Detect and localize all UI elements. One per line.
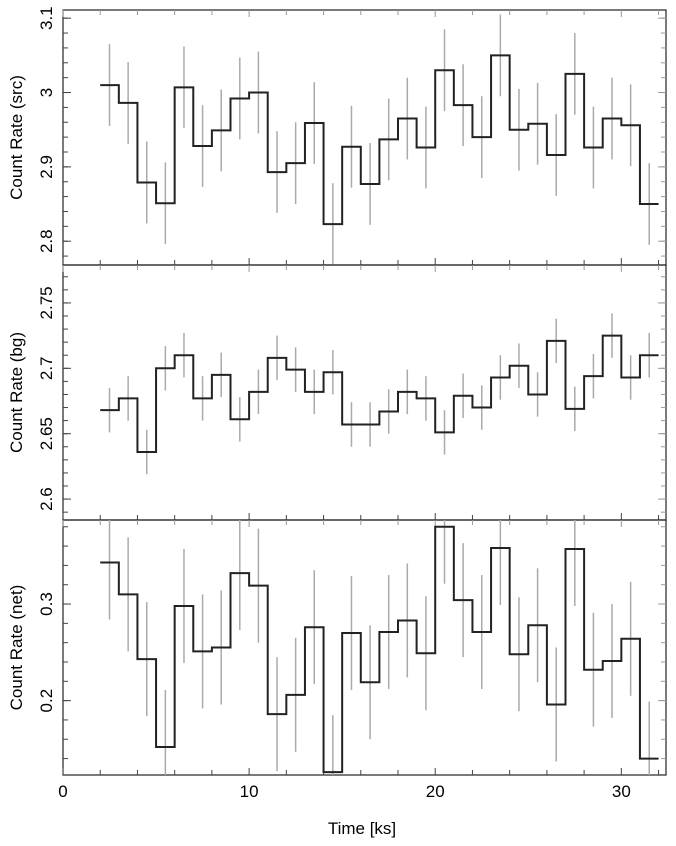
- x-tick-label: 10: [240, 782, 259, 801]
- y-tick-label: 3.1: [37, 6, 56, 30]
- y-tick-label: 2.6: [37, 487, 56, 511]
- panel-1: 2.8 2.9 3 3.1 Count Rate (src): [7, 6, 667, 266]
- step-line: [100, 334, 659, 453]
- panel-2: 2.6 2.65 2.7 2.75 Count Rate (bg): [7, 264, 667, 521]
- y-tick-label: 2.65: [37, 417, 56, 450]
- y-axis-title: Count Rate (bg): [7, 332, 26, 453]
- y-tick-label: 2.7: [37, 356, 56, 380]
- panel-3: 0.2 0.3 Count Rate (net): [7, 519, 667, 776]
- y-axis-title: Count Rate (net): [7, 585, 26, 711]
- panel-frame: [62, 519, 667, 776]
- y-tick-label: 0.2: [37, 689, 56, 713]
- y-tick-label: 2.8: [37, 229, 56, 253]
- y-tick-label: 2.9: [37, 155, 56, 179]
- step-line: [100, 54, 659, 226]
- x-tick-label: 0: [58, 782, 67, 801]
- x-axis-title: Time [ks]: [328, 819, 396, 838]
- x-tick-label: 20: [426, 782, 445, 801]
- step-line: [100, 525, 659, 774]
- y-axis-title: Count Rate (src): [7, 75, 26, 200]
- x-tick-label: 30: [612, 782, 631, 801]
- y-tick-label: 2.75: [37, 286, 56, 319]
- y-tick-label: 0.3: [37, 592, 56, 616]
- y-tick-label: 3: [37, 88, 56, 97]
